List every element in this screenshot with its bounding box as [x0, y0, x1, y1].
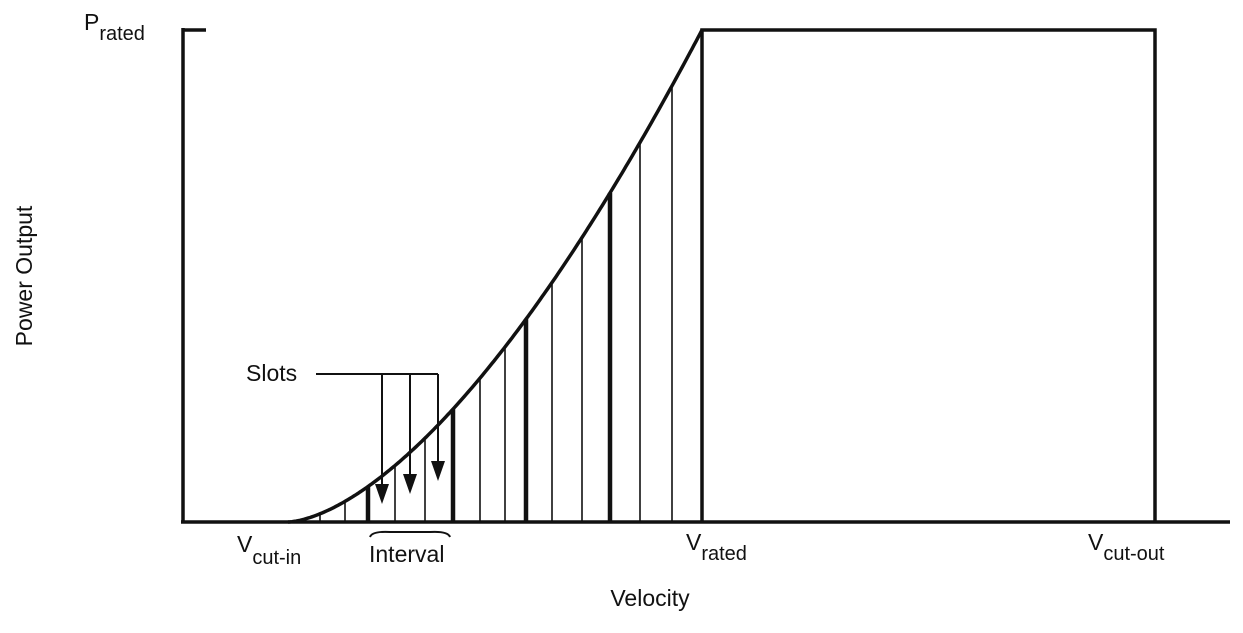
- x-axis-label: Velocity: [610, 585, 690, 611]
- interval-brace: [369, 530, 451, 538]
- sub: rated: [99, 23, 145, 45]
- slots-pointer: [316, 373, 439, 488]
- y-axis-label: Power Output: [11, 205, 37, 346]
- main: V: [237, 531, 253, 557]
- p-rated-label: Prated: [84, 9, 145, 45]
- arrowhead: [375, 484, 389, 504]
- main: P: [84, 9, 99, 35]
- axes: [181, 28, 1230, 524]
- main: V: [686, 529, 702, 555]
- arrowhead: [403, 474, 417, 494]
- sub: cut-out: [1103, 543, 1165, 565]
- arrowhead: [431, 461, 445, 481]
- main: V: [1088, 529, 1104, 555]
- v-cut-out-label: Vcut-out: [1088, 529, 1165, 565]
- v-rated-label: Vrated: [686, 529, 747, 565]
- hatch-lines: [319, 85, 673, 522]
- v-cut-in-label: Vcut-in: [237, 531, 301, 569]
- power-curve: [287, 29, 704, 524]
- slots-label: Slots: [246, 360, 297, 386]
- sub: rated: [701, 543, 747, 565]
- rated-plateau: [700, 28, 1157, 522]
- interval-label: Interval: [369, 541, 444, 567]
- arrowheads: [375, 461, 445, 504]
- sub: cut-in: [252, 547, 301, 569]
